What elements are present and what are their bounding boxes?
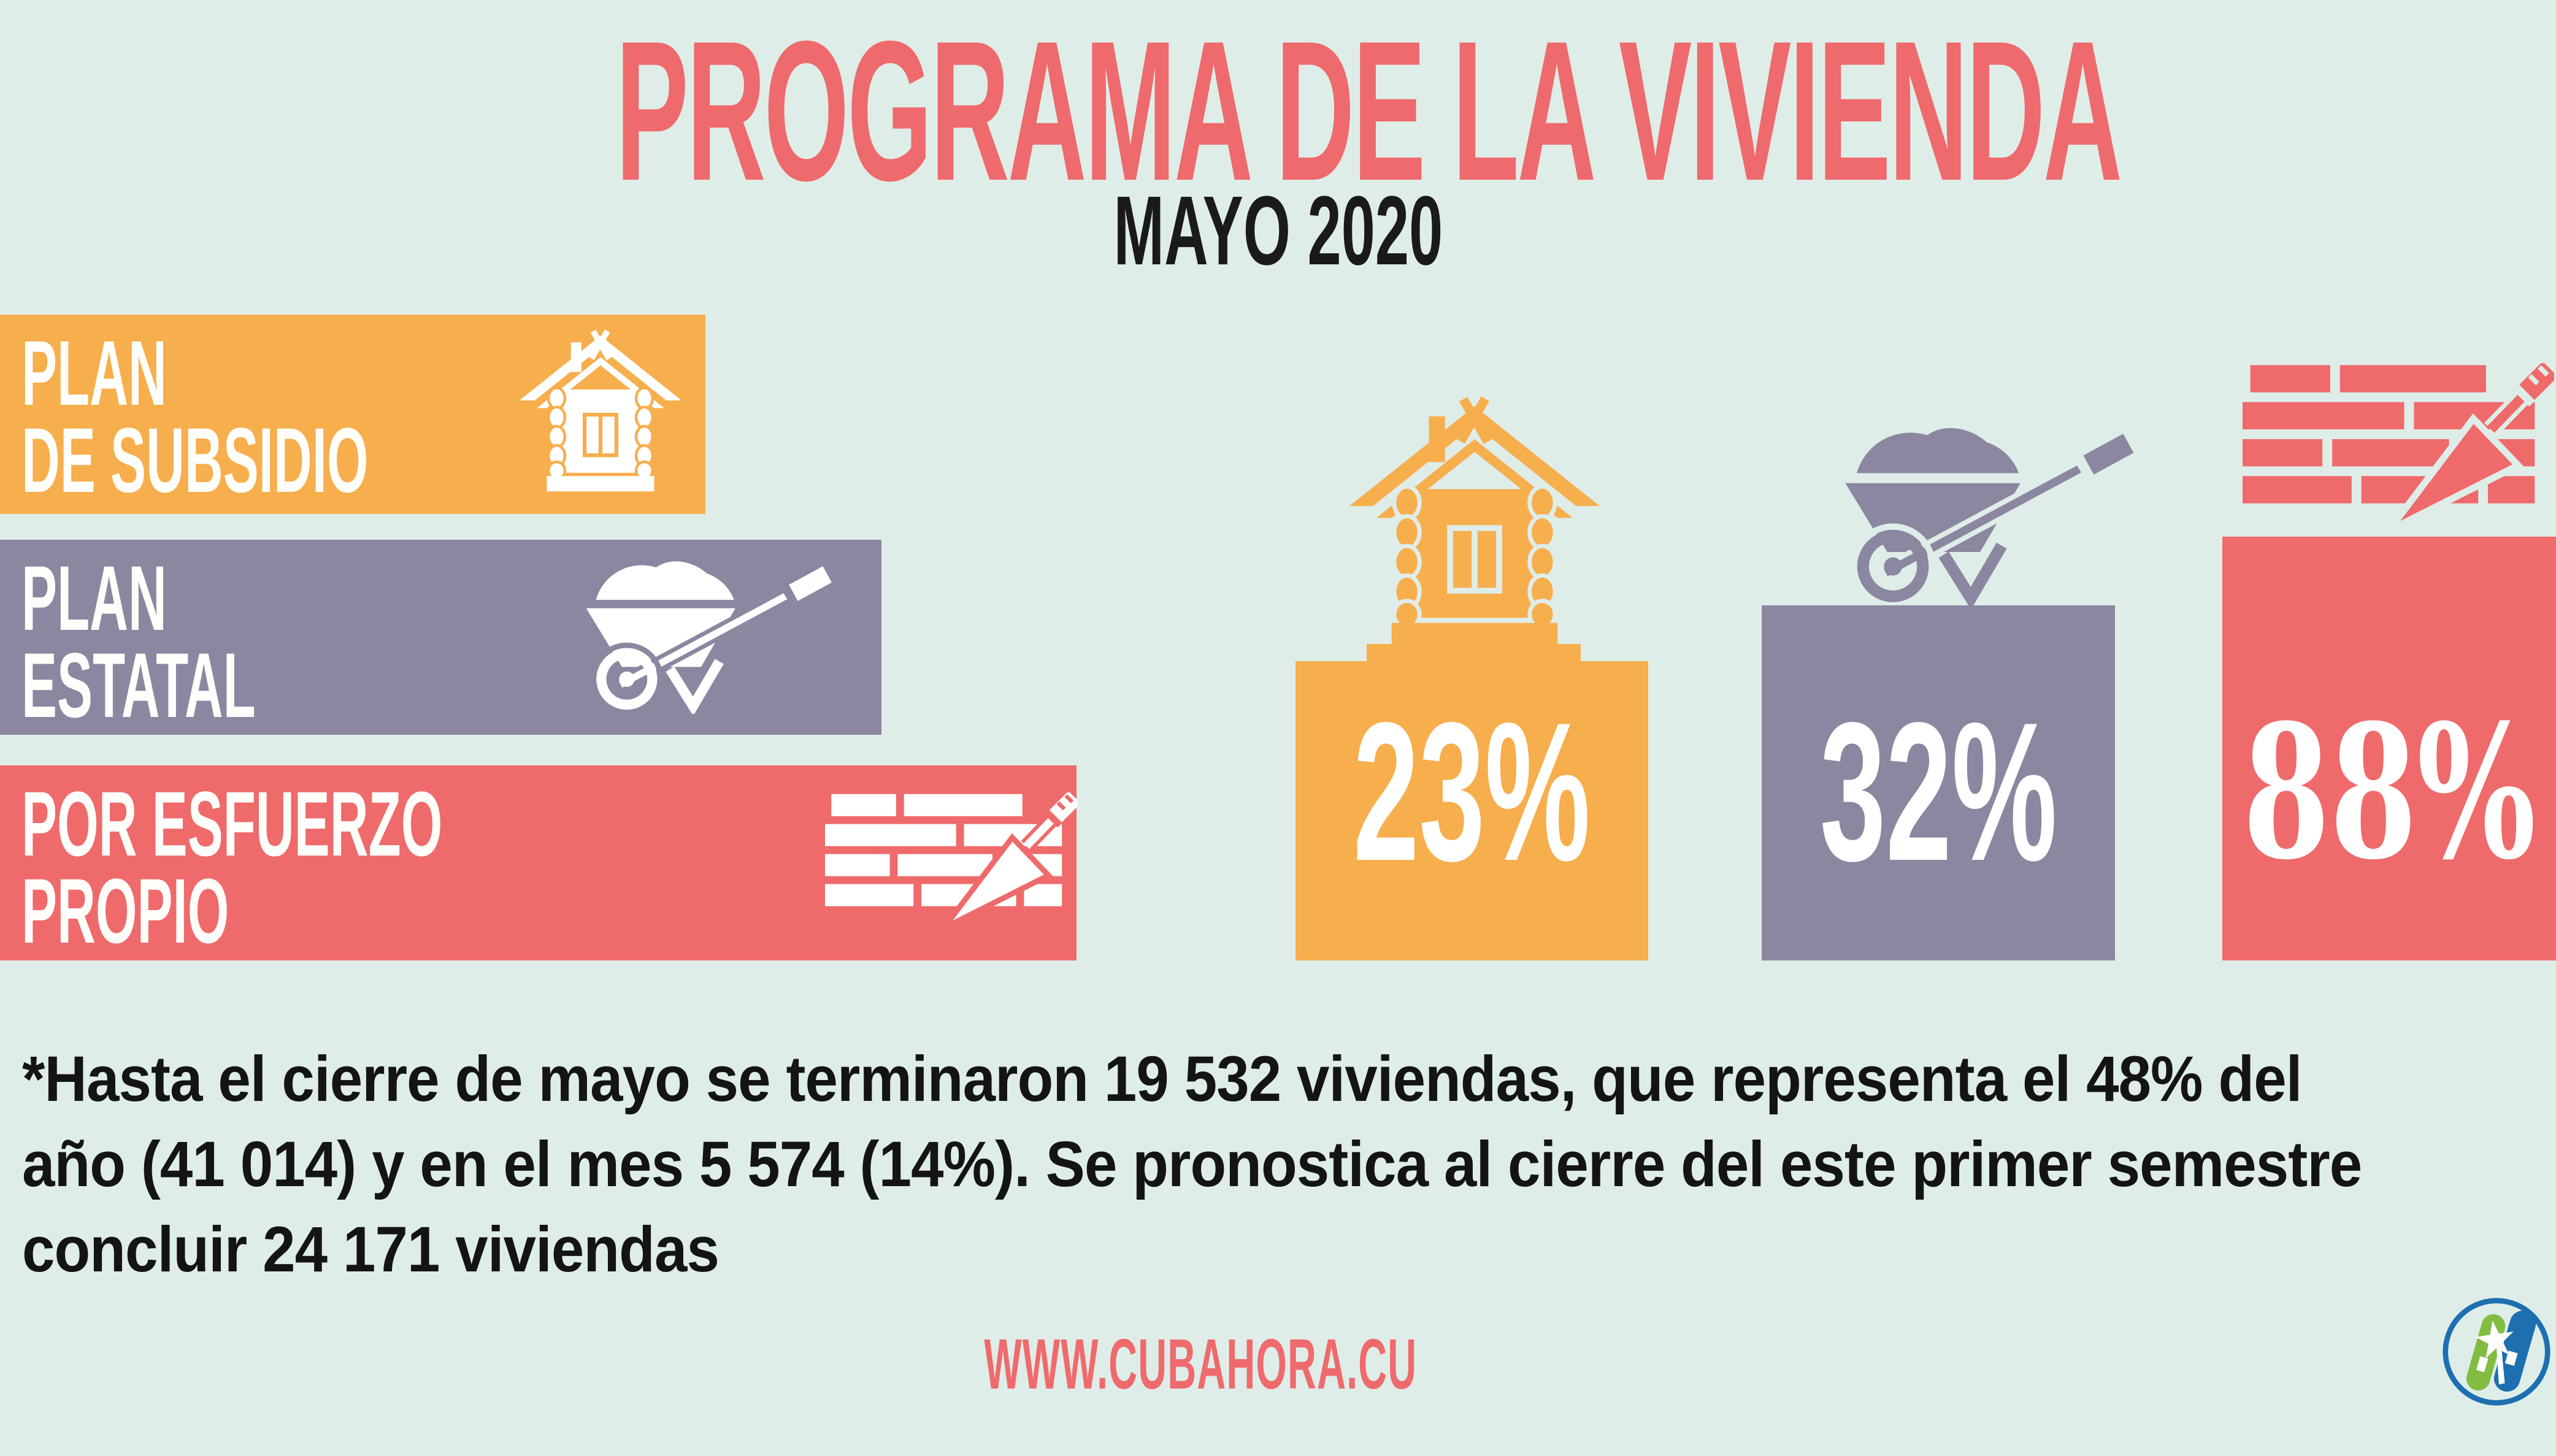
bricks-trowel-icon <box>2243 363 2554 538</box>
value-label-estatal: 32% <box>1819 682 2057 902</box>
value-label-subsidio: 23% <box>1353 682 1591 902</box>
page-subtitle: MAYO 2020 <box>1113 175 1443 285</box>
wheelbarrow-icon <box>540 552 850 714</box>
legend-bar-plan-de-subsidio: PLAN DE SUBSIDIO <box>0 315 705 514</box>
legend-label-plan-estatal: PLAN ESTATAL <box>21 546 256 737</box>
bricks-trowel-icon <box>825 792 1078 935</box>
value-label-esfuerzo: 88% <box>2243 684 2536 900</box>
wheelbarrow-icon <box>1785 417 2160 607</box>
star-icon <box>2475 1320 2514 1358</box>
column-esfuerzo-bar <box>2222 537 2556 960</box>
legend-bar-por-esfuerzo-propio: POR ESFUERZO PROPIO <box>0 765 1077 960</box>
legend-bar-plan-estatal: PLAN ESTATAL <box>0 540 881 735</box>
column-estatal-bar <box>1762 605 2115 960</box>
website-url: WWW.CUBAHORA.CU <box>984 1324 1418 1404</box>
column-subsidio-bar <box>1295 661 1648 960</box>
footnote-text: *Hasta el cierre de mayo se terminaron 1… <box>22 1043 2362 1285</box>
house-icon <box>1345 394 1604 648</box>
legend-label-plan-de-subsidio: PLAN DE SUBSIDIO <box>21 321 369 512</box>
legend-label-por-esfuerzo-propio: POR ESFUERZO PROPIO <box>21 772 443 962</box>
column-subsidio-pedestal <box>1367 644 1581 664</box>
page-title: PROGRAMA DE LA VIVIENDA <box>615 0 2123 222</box>
house-icon <box>518 328 683 492</box>
cubahora-logo <box>2443 1298 2550 1406</box>
